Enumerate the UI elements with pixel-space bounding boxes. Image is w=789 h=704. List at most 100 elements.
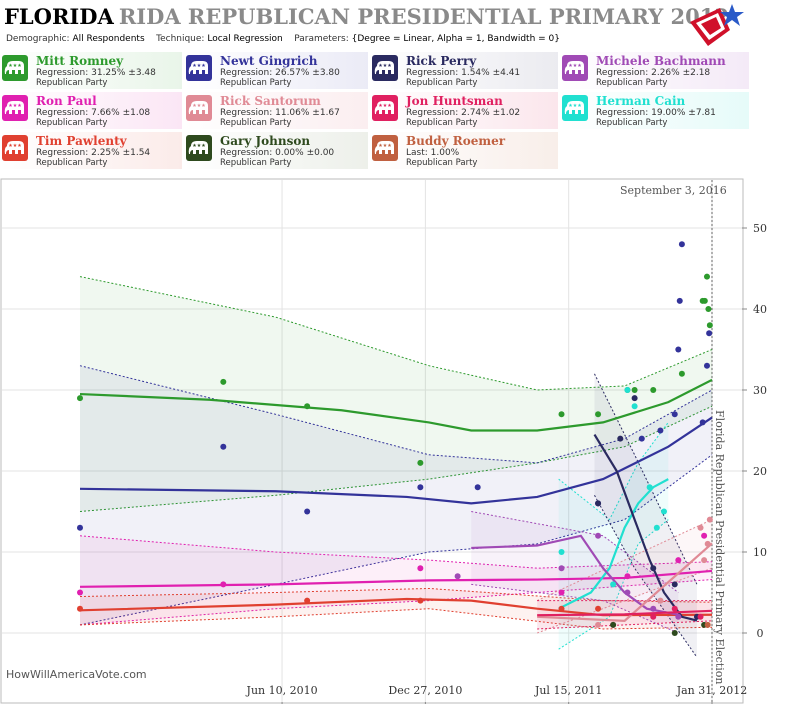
poll-point-santorum — [701, 557, 708, 564]
legend-reg: Regression: 0.00% ±0.00 — [220, 148, 335, 158]
poll-point-romney — [650, 387, 657, 393]
y-tick-label: 30 — [753, 384, 767, 397]
legend-item-pawlenty[interactable]: ★★★ Tim Pawlenty Regression: 2.25% ±1.54 Re… — [0, 132, 182, 169]
svg-text:★★★: ★★★ — [378, 63, 392, 69]
legend-item-paul[interactable]: ★★★ Ron Paul Regression: 7.66% ±1.08 Republ… — [0, 92, 182, 129]
technique-value[interactable]: Local Regression — [207, 34, 283, 44]
poll-point-paul — [624, 573, 631, 580]
band-upper-paul — [79, 535, 713, 569]
poll-point-cain — [624, 387, 631, 393]
band-upper-romney — [79, 276, 713, 391]
band-upper-pawlenty — [79, 587, 713, 603]
poll-point-bachmann — [624, 589, 631, 596]
elephant-icon: ★★★ — [186, 135, 212, 161]
legend-name: Gary Johnson — [220, 134, 311, 148]
poll-chart: 0 10 20 30 40 50 Jun 10, 2010 Dec 27, 2010 Jul 1… — [0, 178, 767, 704]
legend-party: Republican Party — [36, 118, 108, 128]
y-tick-label: 50 — [753, 222, 767, 235]
poll-point-romney — [703, 273, 710, 280]
poll-point-huntsman — [697, 613, 704, 620]
poll-point-romney — [558, 411, 565, 418]
poll-point-gingrich — [638, 435, 645, 442]
legend-name: Newt Gingrich — [220, 54, 318, 68]
trend-line-perry — [593, 433, 698, 622]
legend-item-roemer[interactable]: ★★★ Buddy Roemer Last: 1.00% Republican Par… — [370, 132, 558, 169]
poll-point-romney — [417, 459, 424, 466]
legend-reg: Regression: 2.74% ±1.02 — [406, 108, 521, 118]
legend-party: Republican Party — [220, 78, 292, 88]
trend-line-gingrich — [79, 416, 713, 505]
legend-party: Republican Party — [36, 78, 108, 88]
legend-item-santorum[interactable]: ★★★ Rick Santorum Regression: 11.06% ±1.67… — [184, 92, 368, 129]
legend-item-romney[interactable]: ★★★ Mitt Romney Regression: 31.25% ±3.48 Re… — [0, 52, 182, 89]
y-tick-label: 20 — [753, 465, 767, 478]
demographic-value[interactable]: All Respondents — [72, 34, 145, 44]
poll-point-pawlenty — [595, 605, 602, 612]
poll-point-bachmann — [454, 573, 461, 580]
confidence-band-cain — [558, 422, 669, 650]
confidence-band-bachmann — [471, 511, 679, 633]
poll-point-romney — [631, 387, 638, 393]
svg-text:★★★: ★★★ — [568, 63, 582, 69]
legend-reg: Regression: 19.00% ±7.81 — [596, 108, 716, 118]
band-upper-gingrich — [79, 365, 713, 464]
band-lower-pawlenty — [79, 608, 713, 630]
poll-point-santorum — [704, 540, 711, 547]
elephant-icon: ★★★ — [186, 95, 212, 121]
poll-point-paul — [417, 565, 424, 572]
candidate-legend: ★★★ Mitt Romney Regression: 31.25% ±3.48 Re… — [0, 52, 789, 176]
svg-text:★★★: ★★★ — [8, 63, 22, 69]
x-tick-label: Jul 15, 2011 — [534, 684, 603, 697]
legend-name: Michele Bachmann — [596, 54, 726, 68]
legend-party: Republican Party — [406, 78, 478, 88]
legend-name: Buddy Roemer — [406, 134, 506, 148]
title-state: FLORIDA — [4, 4, 114, 29]
poll-point-perry — [595, 500, 602, 507]
svg-text:★★★: ★★★ — [8, 143, 22, 149]
confidence-band-perry — [594, 373, 697, 658]
legend-item-johnson[interactable]: ★★★ Gary Johnson Regression: 0.00% ±0.00 Re… — [184, 132, 368, 169]
legend-item-gingrich[interactable]: ★★★ Newt Gingrich Regression: 26.57% ±3.80… — [184, 52, 368, 89]
x-tick-label: Dec 27, 2010 — [388, 684, 462, 697]
poll-point-paul — [77, 589, 83, 596]
legend-name: Rick Perry — [406, 54, 477, 68]
legend-item-huntsman[interactable]: ★★★ Jon Huntsman Regression: 2.74% ±1.02 Re… — [370, 92, 558, 129]
poll-point-gingrich — [703, 362, 710, 369]
svg-text:★★★: ★★★ — [378, 143, 392, 149]
legend-item-bachmann[interactable]: ★★★ Michele Bachmann Regression: 2.26% ±2.… — [560, 52, 749, 89]
legend-party: Republican Party — [406, 158, 478, 168]
plot-area: 0 10 20 30 40 50 Jun 10, 2010 Dec 27, 2010 Jul 1… — [0, 178, 789, 704]
legend-name: Herman Cain — [596, 94, 686, 108]
trend-line-bachmann — [471, 534, 679, 616]
confidence-band-romney — [80, 276, 712, 512]
elephant-icon: ★★★ — [372, 95, 398, 121]
elephant-icon: ★★★ — [372, 55, 398, 81]
poll-point-pawlenty — [77, 605, 83, 612]
poll-point-gingrich — [675, 346, 682, 353]
band-lower-cain — [558, 519, 669, 650]
legend-reg: Regression: 11.06% ±1.67 — [220, 108, 340, 118]
legend-party: Republican Party — [596, 78, 668, 88]
legend-party: Republican Party — [596, 118, 668, 128]
legend-party: Republican Party — [220, 118, 292, 128]
poll-point-pawlenty — [558, 605, 565, 612]
poll-point-johnson — [610, 621, 617, 628]
elephant-icon: ★★★ — [372, 135, 398, 161]
poll-point-gingrich — [699, 419, 706, 426]
poll-point-gingrich — [671, 411, 678, 418]
legend-item-cain[interactable]: ★★★ Herman Cain Regression: 19.00% ±7.81 Re… — [560, 92, 749, 129]
poll-point-gingrich — [220, 443, 227, 450]
poll-point-cain — [660, 508, 667, 515]
legend-item-perry[interactable]: ★★★ Rick Perry Regression: 1.54% ±4.41 Repu… — [370, 52, 558, 89]
poll-point-romney — [706, 322, 713, 329]
poll-point-gingrich — [77, 524, 83, 531]
poll-point-santorum — [706, 516, 713, 523]
elephant-icon: ★★★ — [562, 95, 588, 121]
band-upper-bachmann — [471, 511, 679, 593]
parameters-value[interactable]: {Degree = Linear, Alpha = 1, Bandwidth =… — [351, 34, 561, 44]
svg-text:★★★: ★★★ — [192, 143, 206, 149]
band-upper-santorum — [536, 519, 713, 602]
parameters-label: Parameters: — [294, 34, 349, 44]
elephant-icon: ★★★ — [2, 95, 28, 121]
svg-text:★★★: ★★★ — [192, 103, 206, 109]
